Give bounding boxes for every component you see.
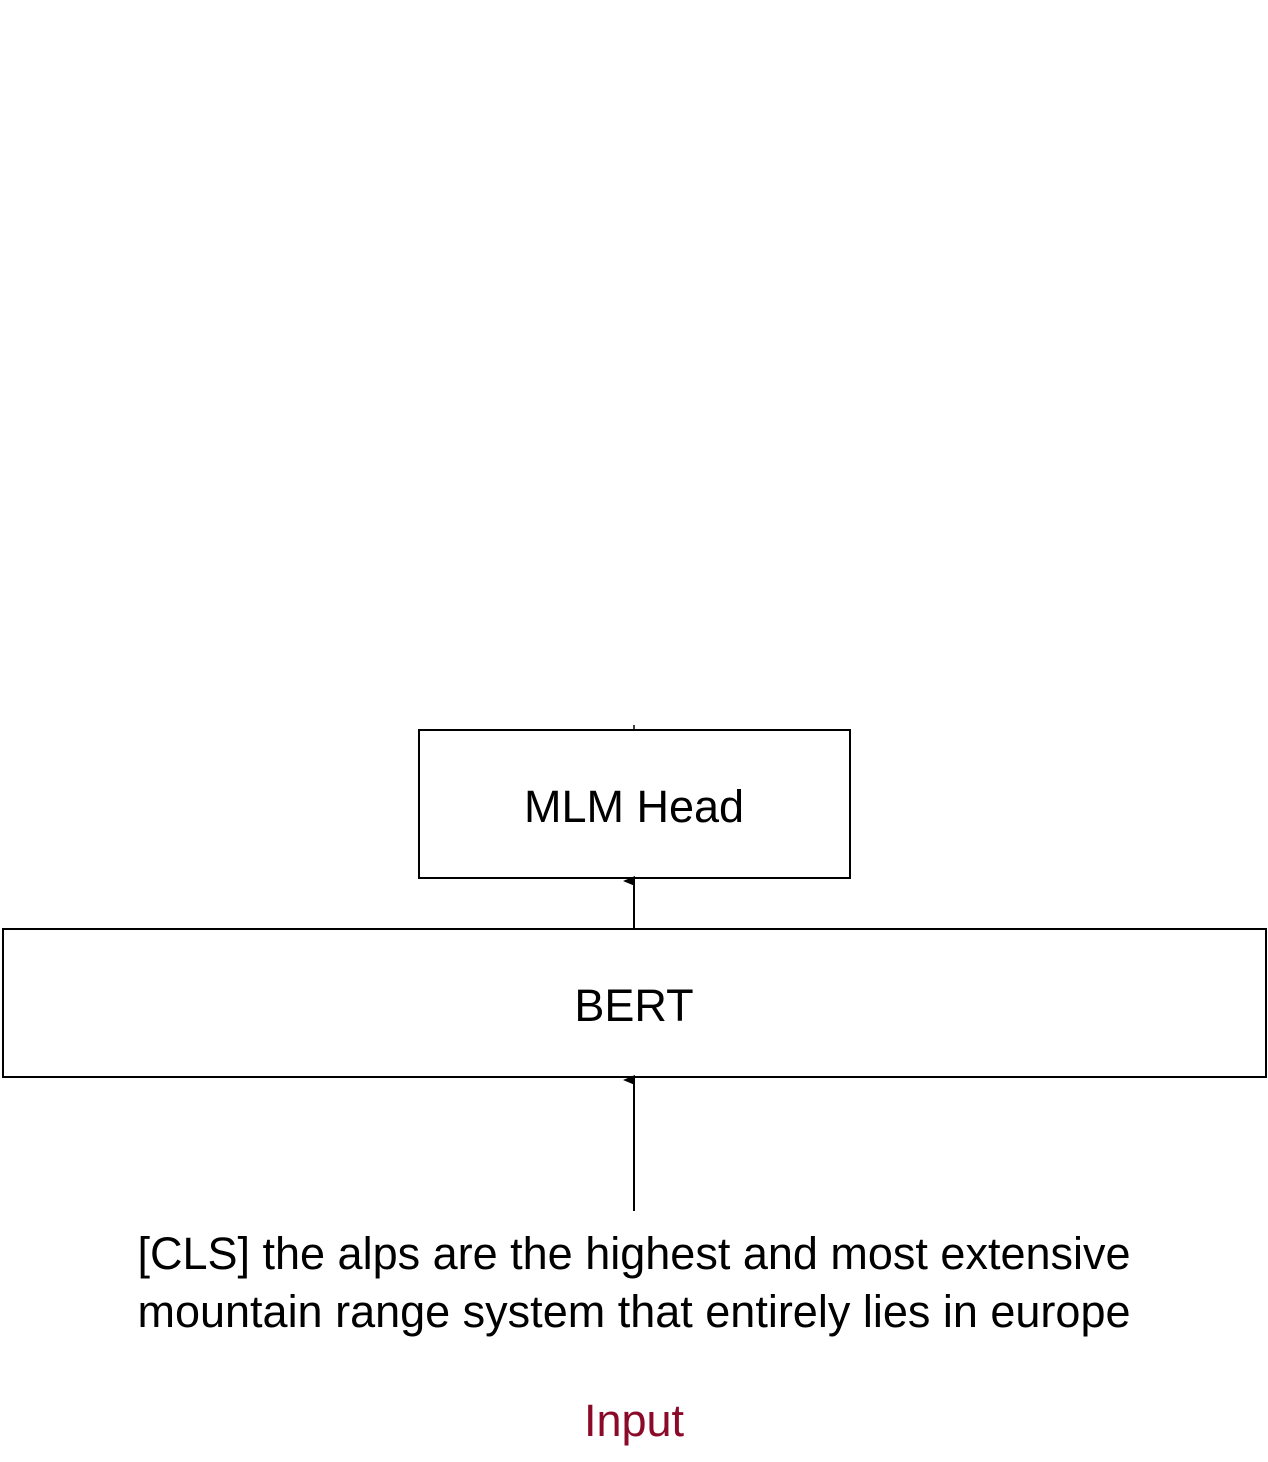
input-caption: Input: [583, 1395, 685, 1446]
mlm-head-block: MLM Head: [418, 729, 851, 879]
input-sentence-line-1: [CLS] the alps are the highest and most …: [137, 1228, 1131, 1279]
bert-block: BERT: [2, 928, 1267, 1078]
bert-label: BERT: [574, 980, 693, 1031]
mlm-head-label: MLM Head: [524, 781, 744, 832]
input-sentence-line-2: mountain range system that entirely lies…: [137, 1286, 1131, 1337]
